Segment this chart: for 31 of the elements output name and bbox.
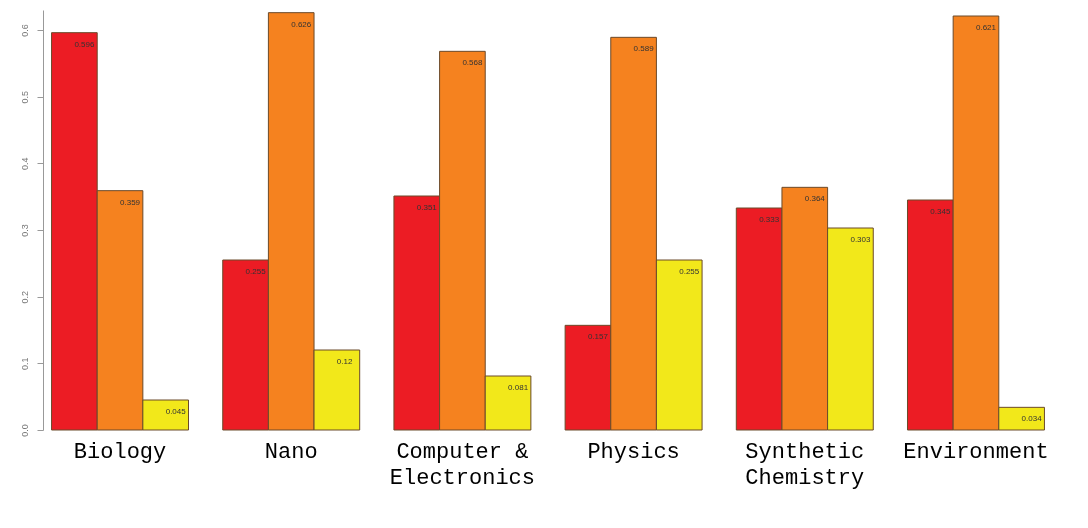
y-tick-label: 0.6 <box>19 24 30 37</box>
y-tick-label: 0.2 <box>19 290 30 304</box>
x-tick-label: Environment <box>903 439 1049 465</box>
x-tick-label: Physics <box>587 439 680 465</box>
y-tick-label: 0.1 <box>19 357 30 371</box>
data-label: 0.034 <box>1021 414 1043 424</box>
data-label: 0.081 <box>508 383 529 392</box>
data-label: 0.157 <box>587 332 609 342</box>
data-label: 0.589 <box>633 44 655 54</box>
data-label: 0.596 <box>74 39 95 49</box>
data-label: 0.626 <box>291 19 312 29</box>
y-tick-label: 0.3 <box>19 224 30 237</box>
data-label: 0.303 <box>850 235 871 244</box>
data-label: 0.364 <box>804 194 826 204</box>
data-label: 0.568 <box>462 58 483 68</box>
data-label: 0.345 <box>930 207 951 216</box>
data-label: 0.255 <box>679 267 700 276</box>
x-tick-label: Biology <box>73 439 167 465</box>
data-label: 0.255 <box>245 267 267 276</box>
data-label: 0.12 <box>336 357 353 366</box>
x-tick-label: Nano <box>264 439 318 465</box>
data-label: 0.333 <box>759 215 780 224</box>
x-tick-label: Synthetic Chemistry <box>745 439 865 491</box>
data-label: 0.351 <box>416 203 438 212</box>
y-tick-label: 0.0 <box>19 424 30 437</box>
data-label: 0.359 <box>120 197 141 207</box>
y-tick-label: 0.4 <box>19 157 30 171</box>
data-label: 0.621 <box>975 23 997 32</box>
data-label: 0.045 <box>165 407 187 416</box>
x-tick-label: Computer & Electronics <box>389 439 536 491</box>
y-tick-label: 0.5 <box>19 90 30 104</box>
